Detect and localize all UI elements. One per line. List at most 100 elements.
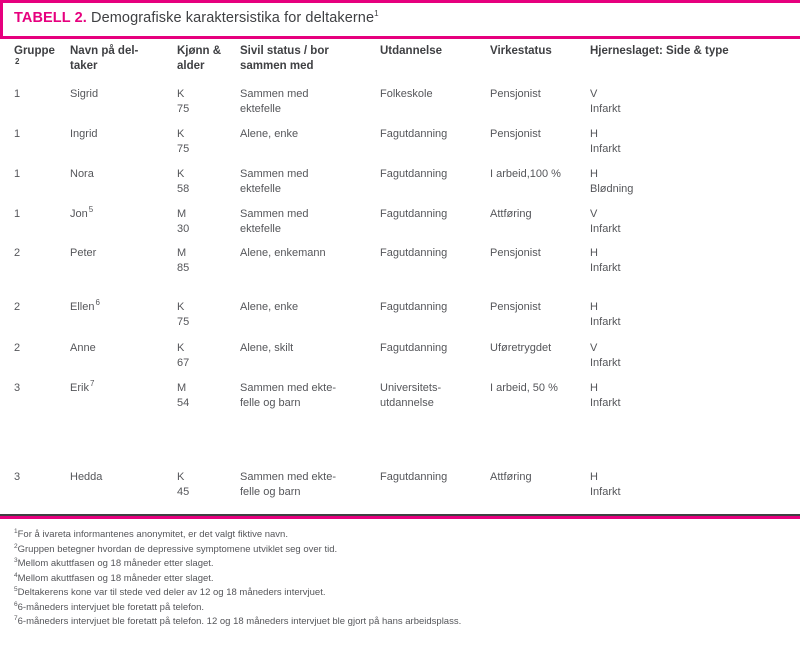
cell-virkestatus: Pensjonist — [490, 128, 541, 140]
content: TABELL 2. Demografiske karaktersistika f… — [0, 0, 800, 630]
footnote-number: 4 — [14, 571, 18, 579]
participant-name: Jon — [70, 208, 88, 220]
participant-name: Ingrid — [70, 128, 98, 140]
cell-sivil-status: Sammen med ekte-felle og barn — [240, 382, 336, 409]
table-row: 2 Ellen6 K 75 Alene, enke Fagutdanning Pe… — [14, 298, 786, 341]
header-gruppe: Gruppe 2 — [14, 44, 70, 74]
footnote: 1For å ivareta informantenes anonymitet,… — [14, 528, 786, 543]
cell-utdannelse: Universitets-utdannelse — [380, 382, 442, 409]
cell-utdannelse: Fagutdanning — [380, 342, 448, 354]
cell-sivil-status: Sammen med ektefelle — [240, 208, 309, 235]
header-hjerneslaget: Hjerneslaget: Side & type — [590, 45, 729, 57]
participant-name: Hedda — [70, 471, 103, 483]
cell-navn: Jon5 — [70, 205, 177, 222]
table-body: 1 Sigrid K 75 Sammen med ektefelle Folkesk… — [14, 87, 786, 514]
table-row: 1 Nora K 58 Sammen med ektefelle Fagutdann… — [14, 167, 786, 207]
header-kjonn-alder: Kjønn & alder — [177, 45, 222, 72]
table-row: 1 Ingrid K 75 Alene, enke Fagutdanning Pe… — [14, 127, 786, 167]
footnote-number: 2 — [14, 542, 18, 550]
participant-name: Nora — [70, 168, 94, 180]
footnote-text: 6-måneders intervjuet ble foretatt på te… — [17, 616, 462, 627]
participant-name: Peter — [70, 247, 97, 259]
cell-sivil-status: Alene, enke — [240, 301, 299, 313]
cell-kjonn-alder: K 75 — [177, 301, 190, 328]
footnote-text: Gruppen betegner hvordan de depressive s… — [17, 543, 338, 555]
cell-virkestatus: Attføring — [490, 208, 532, 220]
footnote-number: 7 — [14, 614, 18, 622]
cell-gruppe: 2 — [14, 301, 21, 313]
cell-utdannelse: Fagutdanning — [380, 247, 448, 259]
footnotes: 1For å ivareta informantenes anonymitet,… — [14, 519, 786, 630]
footnote: 66-måneders intervjuet ble foretatt på t… — [14, 601, 786, 616]
cell-navn: Erik7 — [70, 380, 177, 396]
top-rule — [0, 0, 800, 3]
cell-hjerneslag: H Infarkt — [590, 382, 621, 409]
footnote: 2Gruppen betegner hvordan de depressive … — [14, 543, 786, 558]
footnote-divider-dark-rule — [0, 514, 800, 516]
cell-hjerneslag: V Infarkt — [590, 342, 621, 369]
cell-utdannelse: Folkeskole — [380, 88, 433, 100]
cell-gruppe: 1 — [14, 88, 21, 100]
cell-gruppe: 1 — [14, 208, 21, 220]
cell-gruppe: 2 — [14, 342, 21, 354]
cell-hjerneslag: H Blødning — [590, 168, 634, 195]
footnote-text: Mellom akuttfasen og 18 måneder etter sl… — [17, 558, 214, 569]
cell-hjerneslag: H Infarkt — [590, 247, 621, 274]
footnote: 5Deltakerens kone var til stede ved dele… — [14, 586, 786, 601]
table-header-row: Gruppe 2 Navn på del-taker Kjønn & alder … — [14, 44, 786, 74]
cell-hjerneslag: H Infarkt — [590, 128, 621, 155]
footnote-number: 3 — [14, 556, 18, 564]
cell-sivil-status: Alene, enkemann — [240, 247, 326, 259]
cell-kjonn-alder: K 75 — [177, 128, 190, 155]
participant-name: Ellen — [70, 301, 95, 313]
participant-name: Anne — [70, 342, 96, 354]
participant-name: Erik — [70, 382, 89, 394]
name-footnote-ref: 5 — [88, 205, 94, 215]
cell-hjerneslag: V Infarkt — [590, 88, 621, 115]
cell-kjonn-alder: K 45 — [177, 471, 190, 498]
cell-gruppe: 1 — [14, 128, 21, 140]
cell-hjerneslag: H Infarkt — [590, 301, 621, 328]
footnote-divider — [0, 514, 800, 519]
cell-kjonn-alder: M 85 — [177, 247, 190, 274]
cell-virkestatus: Pensjonist — [490, 88, 541, 100]
title-footnote-ref: 1 — [374, 9, 379, 19]
footnote: 3Mellom akuttfasen og 18 måneder etter s… — [14, 557, 786, 572]
cell-kjonn-alder: M 54 — [177, 382, 190, 409]
cell-hjerneslag: V Infarkt — [590, 208, 621, 235]
cell-kjonn-alder: K 58 — [177, 168, 190, 195]
cell-utdannelse: Fagutdanning — [380, 128, 448, 140]
cell-navn: Nora — [70, 167, 177, 182]
header-sivil-status: Sivil status / bor sammen med — [240, 45, 329, 72]
cell-sivil-status: Alene, skilt — [240, 342, 294, 354]
cell-gruppe: 2 — [14, 247, 21, 259]
footnote-divider-pink-rule — [0, 516, 800, 519]
footnote-text: Mellom akuttfasen og 18 måneder etter sl… — [17, 572, 214, 584]
table-row: 2 Anne K 67 Alene, skilt Fagutdanning Ufø… — [14, 341, 786, 381]
cell-sivil-status: Sammen med ektefelle — [240, 168, 309, 195]
footnote-number: 1 — [14, 527, 18, 535]
footnote-text: 6-måneders intervjuet ble foretatt på te… — [17, 601, 205, 613]
cell-virkestatus: Attføring — [490, 471, 532, 483]
cell-navn: Ingrid — [70, 127, 177, 142]
footnote: 76-måneders intervjuet ble foretatt på t… — [14, 615, 786, 630]
footnote-number: 5 — [14, 585, 18, 593]
cell-kjonn-alder: K 67 — [177, 342, 190, 369]
cell-navn: Anne — [70, 341, 177, 356]
cell-navn: Sigrid — [70, 87, 177, 102]
table-title: TABELL 2. Demografiske karaktersistika f… — [14, 0, 786, 28]
header-utdannelse: Utdannelse — [380, 45, 442, 57]
name-footnote-ref: 6 — [95, 298, 100, 308]
cell-navn: Peter — [70, 246, 177, 261]
table-row: 2 Peter M 85 Alene, enkemann Fagutdanning… — [14, 246, 786, 300]
table-row: 1 Jon5 M 30 Sammen med ektefelle Fagutdann… — [14, 205, 786, 246]
cell-gruppe: 3 — [14, 471, 21, 483]
header-gruppe-footnote-ref: 2 — [15, 57, 20, 67]
table-title-label: TABELL 2. — [14, 10, 87, 26]
cell-virkestatus: Pensjonist — [490, 247, 541, 259]
cell-hjerneslag: H Infarkt — [590, 471, 621, 498]
cell-utdannelse: Fagutdanning — [380, 471, 448, 483]
header-gruppe-label: Gruppe — [14, 45, 55, 57]
footnote: 4Mellom akuttfasen og 18 måneder etter s… — [14, 572, 786, 587]
